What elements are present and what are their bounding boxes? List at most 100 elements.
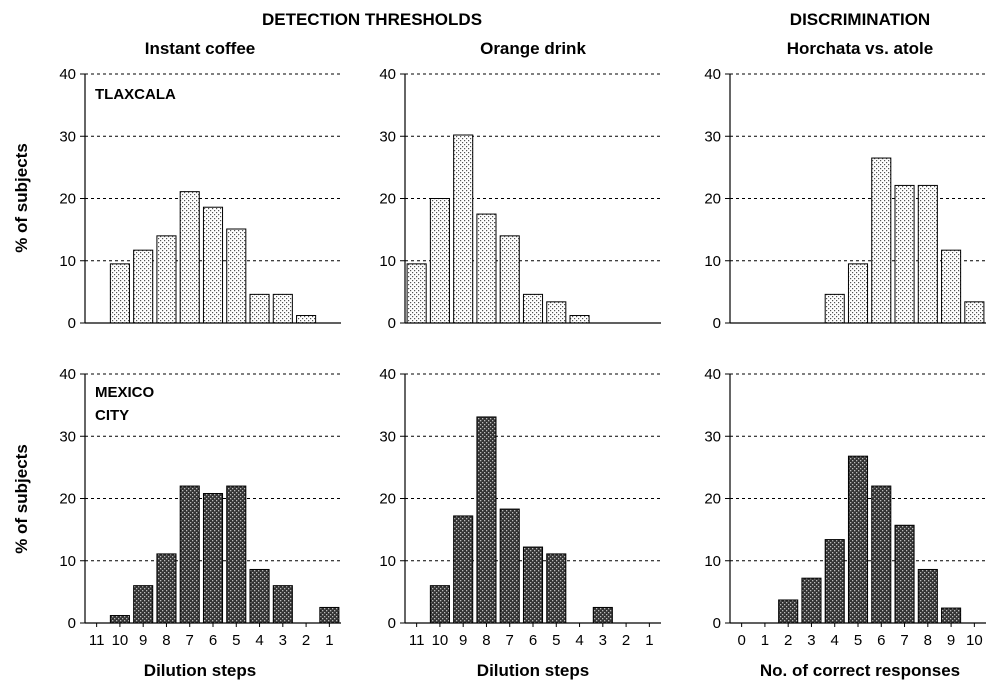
x-tick-label: 10 <box>112 632 129 649</box>
bar-5 <box>546 553 567 624</box>
x-tick-label: 5 <box>232 632 240 649</box>
x-tick-label: 11 <box>409 632 425 649</box>
y-tick-label: 10 <box>704 553 721 570</box>
bar-5 <box>847 455 869 624</box>
bar-4 <box>249 293 270 324</box>
x-tick-label: 3 <box>279 632 287 649</box>
panel-mexico-city-orange-drink: 0 10 20 30 40 11 10 9 8 7 6 5 4 3 2 1 <box>379 366 661 649</box>
x-tick-label: 7 <box>900 632 908 649</box>
bar-9 <box>453 515 474 624</box>
bar-3 <box>272 293 293 324</box>
bar-1 <box>319 606 340 624</box>
region-label-tlaxcala: TLAXCALA <box>95 86 176 103</box>
bar-5 <box>226 485 247 624</box>
y-tick-label: 0 <box>68 315 76 332</box>
bar-6 <box>871 157 892 324</box>
x-tick-label: 0 <box>737 632 745 649</box>
y-tick-label: 20 <box>704 191 721 208</box>
x-tick-label: 7 <box>506 632 514 649</box>
panel-mexico-city-instant-coffee: 0 10 20 30 40 11 10 9 8 7 6 5 4 3 2 1 <box>59 366 341 649</box>
bar-6 <box>202 206 224 324</box>
x-axis-label-orange-drink: Dilution steps <box>477 661 589 680</box>
bar-10 <box>429 585 450 624</box>
x-tick-label: 4 <box>575 632 583 649</box>
bar-3 <box>801 577 822 624</box>
bar-6 <box>202 493 224 624</box>
y-axis-label-bottom: % of subjects <box>12 444 31 554</box>
x-tick-label: 2 <box>784 632 792 649</box>
y-tick-label: 10 <box>379 253 396 270</box>
bar-8 <box>917 184 938 324</box>
x-tick-label: 10 <box>966 632 983 649</box>
y-tick-label: 20 <box>379 191 396 208</box>
x-tick-label: 4 <box>831 632 839 649</box>
y-tick-label: 30 <box>379 128 396 145</box>
bar-4 <box>824 293 845 324</box>
bar-11 <box>406 263 427 324</box>
bar-3 <box>592 606 613 624</box>
y-tick-label: 10 <box>379 553 396 570</box>
bar-4 <box>824 539 845 624</box>
bar-9 <box>133 249 154 324</box>
bar-7 <box>894 524 915 624</box>
y-tick-label: 0 <box>388 615 396 632</box>
bar-5 <box>546 301 567 324</box>
bar-10 <box>429 198 450 324</box>
x-tick-label: 8 <box>162 632 170 649</box>
x-tick-label: 6 <box>529 632 537 649</box>
bar-2 <box>296 315 317 324</box>
y-tick-label: 30 <box>379 428 396 445</box>
bar-4 <box>249 568 270 624</box>
bar-9 <box>941 607 962 624</box>
y-tick-label: 20 <box>379 491 396 508</box>
x-tick-label: 2 <box>622 632 630 649</box>
y-tick-label: 20 <box>704 491 721 508</box>
bar-7 <box>499 235 520 324</box>
x-tick-label: 9 <box>459 632 467 649</box>
bar-8 <box>156 553 177 624</box>
x-tick-label: 1 <box>325 632 333 649</box>
bar-10 <box>109 615 130 624</box>
y-tick-label: 30 <box>59 428 76 445</box>
x-axis-label-instant-coffee: Dilution steps <box>144 661 256 680</box>
panel-tlaxcala-instant-coffee: 0 10 20 30 40 <box>59 66 341 332</box>
bar-8 <box>156 235 177 324</box>
panel-tlaxcala-horchata-vs-atole: 0 10 20 30 40 <box>704 66 986 332</box>
x-tick-label: 11 <box>89 632 105 649</box>
bar-2 <box>778 599 799 624</box>
region-label-city: CITY <box>95 407 129 424</box>
y-tick-label: 10 <box>704 253 721 270</box>
x-tick-label: 3 <box>807 632 815 649</box>
bar-10 <box>109 263 130 324</box>
y-tick-label: 40 <box>704 366 721 383</box>
bar-8 <box>917 568 938 624</box>
column-title-orange-drink: Orange drink <box>480 39 586 58</box>
bar-7 <box>894 184 915 324</box>
bar-10 <box>964 301 985 324</box>
panel-tlaxcala-orange-drink: 0 10 20 30 40 <box>379 66 661 332</box>
column-title-instant-coffee: Instant coffee <box>145 39 256 58</box>
x-tick-label: 8 <box>924 632 932 649</box>
y-tick-label: 10 <box>59 253 76 270</box>
y-tick-label: 20 <box>59 491 76 508</box>
y-tick-label: 0 <box>713 615 721 632</box>
bar-6 <box>522 546 544 624</box>
x-tick-label: 9 <box>947 632 955 649</box>
header-discrimination: DISCRIMINATION <box>790 10 930 29</box>
x-tick-label: 5 <box>854 632 862 649</box>
bar-9 <box>453 134 474 324</box>
x-tick-label: 1 <box>645 632 653 649</box>
y-tick-label: 30 <box>59 128 76 145</box>
bar-8 <box>476 213 497 324</box>
x-tick-label: 3 <box>599 632 607 649</box>
header-detection-thresholds: DETECTION THRESHOLDS <box>262 10 482 29</box>
x-tick-label: 2 <box>302 632 310 649</box>
y-axis-label-top: % of subjects <box>12 143 31 253</box>
bar-6 <box>522 293 544 324</box>
bar-7 <box>179 191 200 324</box>
bar-9 <box>133 585 154 624</box>
bar-4 <box>569 315 590 324</box>
x-tick-label: 6 <box>209 632 217 649</box>
y-tick-label: 40 <box>704 66 721 83</box>
